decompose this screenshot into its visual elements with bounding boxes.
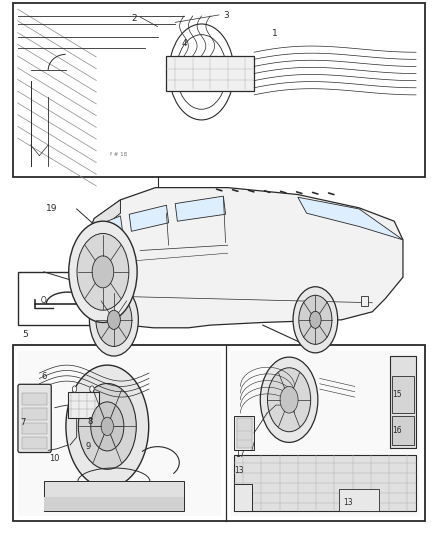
Bar	[361, 296, 368, 306]
Text: 4: 4	[182, 39, 187, 48]
Text: 6: 6	[42, 373, 47, 381]
Text: 7: 7	[20, 418, 25, 426]
Ellipse shape	[92, 256, 114, 288]
Ellipse shape	[260, 357, 318, 442]
Bar	[234, 455, 416, 511]
Bar	[230, 351, 420, 516]
Bar	[392, 416, 414, 445]
Text: 8: 8	[88, 417, 93, 425]
Ellipse shape	[90, 296, 94, 303]
Text: 10: 10	[49, 454, 60, 463]
Text: 17: 17	[235, 450, 245, 458]
Bar	[22, 437, 47, 449]
Text: 16: 16	[392, 426, 402, 435]
Ellipse shape	[96, 293, 132, 346]
Polygon shape	[101, 216, 123, 239]
Bar	[237, 418, 252, 448]
Ellipse shape	[69, 221, 137, 322]
Text: 2: 2	[131, 14, 137, 23]
Polygon shape	[129, 205, 169, 231]
Ellipse shape	[91, 402, 124, 451]
Text: 15: 15	[392, 390, 402, 399]
Bar	[13, 345, 425, 521]
Ellipse shape	[78, 384, 136, 469]
Bar	[87, 261, 94, 285]
Polygon shape	[85, 200, 120, 304]
Text: 19: 19	[46, 205, 57, 213]
Ellipse shape	[72, 386, 77, 392]
Polygon shape	[175, 196, 226, 221]
Bar	[166, 56, 254, 91]
Bar	[44, 497, 184, 511]
Ellipse shape	[42, 296, 46, 303]
Text: f # 18: f # 18	[110, 151, 127, 157]
Bar	[392, 376, 414, 413]
Polygon shape	[85, 188, 403, 328]
Text: 3: 3	[223, 12, 229, 20]
Bar	[22, 408, 47, 420]
Text: 5: 5	[22, 330, 28, 339]
Bar	[18, 272, 118, 325]
Text: 9: 9	[85, 442, 91, 451]
Text: 13: 13	[234, 466, 244, 475]
Bar	[22, 423, 47, 434]
Text: 13: 13	[343, 498, 353, 507]
Ellipse shape	[310, 311, 321, 328]
Ellipse shape	[299, 295, 332, 344]
Bar	[18, 351, 221, 516]
Bar	[339, 489, 379, 511]
Polygon shape	[298, 197, 403, 240]
Text: 1: 1	[272, 29, 277, 37]
Ellipse shape	[293, 287, 338, 353]
Ellipse shape	[280, 386, 298, 413]
Ellipse shape	[66, 365, 149, 488]
Bar	[234, 484, 252, 511]
Ellipse shape	[101, 417, 113, 435]
Bar	[390, 356, 416, 448]
Bar	[13, 3, 425, 177]
Ellipse shape	[89, 284, 138, 356]
Bar	[44, 481, 184, 511]
Ellipse shape	[77, 233, 129, 310]
Ellipse shape	[268, 368, 311, 432]
Ellipse shape	[90, 386, 94, 392]
Bar	[68, 392, 99, 418]
Ellipse shape	[107, 310, 120, 329]
Bar	[234, 416, 254, 450]
Bar	[22, 393, 47, 405]
FancyBboxPatch shape	[18, 384, 51, 453]
